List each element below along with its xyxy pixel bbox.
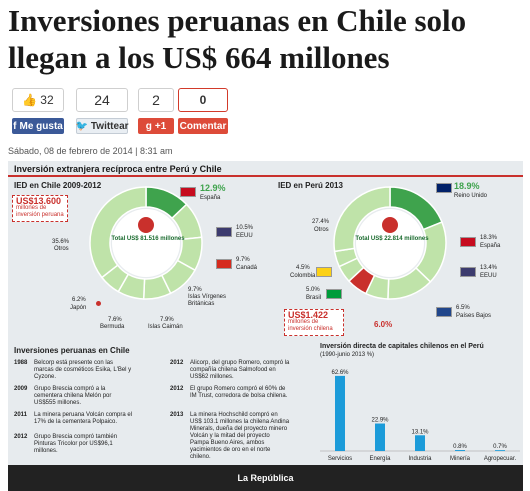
bar-category-label: Minería: [450, 456, 471, 462]
google-plus-button[interactable]: g +1: [138, 118, 174, 134]
comment-button[interactable]: Comentar: [178, 118, 228, 134]
source-footer: La República: [8, 465, 523, 491]
bar-value-label: 0.8%: [453, 444, 467, 450]
comment-counter: 0: [178, 88, 228, 112]
chile-slice-canada-value: 9.7%: [236, 257, 250, 263]
article-dateline: Sábado, 08 de febrero de 2014 | 8:31 am: [8, 146, 173, 156]
bar-chart-subtitle: (1990-junio 2013 %): [320, 352, 375, 358]
chile-donut-chart: [89, 186, 203, 300]
bar-value-label: 0.7%: [493, 444, 507, 450]
title-divider: [8, 175, 523, 177]
bar-category-label: Servicios: [328, 456, 352, 462]
bar-chart-title: Inversión directa de capitales chilenos …: [320, 343, 484, 350]
google-plus-icon: g: [145, 120, 152, 132]
infographic: Inversión extranjera recíproca entre Per…: [8, 161, 523, 491]
chile-slice-japan-value: 6.2%: [72, 297, 86, 303]
chile-slice-others-label: Otros: [54, 246, 69, 252]
chile-slice-japan-label: Japón: [70, 305, 87, 311]
peru-slice-others-label: Otros: [314, 227, 329, 233]
bar-value-label: 62.6%: [331, 370, 349, 376]
donut-center: [112, 209, 180, 277]
tweet-counter: 24: [76, 88, 128, 112]
bar-value-label: 22.9%: [371, 418, 389, 424]
peru-slice-spain-value: 18.3%: [480, 235, 498, 241]
chile-slice-usa-label: EEUU: [236, 233, 253, 239]
netherlands-flag-icon: [436, 307, 452, 317]
spain-flag-icon-2: [460, 237, 476, 247]
peru-slice-netherlands-value: 6.5%: [456, 305, 470, 311]
infographic-title: Inversión extranjera recíproca entre Per…: [14, 164, 222, 174]
donut-slice-otros: [89, 186, 147, 279]
chile-slice-bermuda-label: Bermuda: [100, 324, 125, 330]
bar-energa: [375, 423, 385, 451]
bar-category-label: Agropecuar.: [484, 456, 517, 462]
peru-slice-spain-label: España: [480, 243, 501, 249]
chile-slice-others-value: 35.6%: [52, 239, 70, 245]
table-title: Inversiones peruanas en Chile: [14, 346, 130, 355]
brazil-flag-icon: [326, 289, 342, 299]
chile-slice-bvi-value: 9.7%: [188, 287, 202, 293]
bar-industria: [415, 435, 425, 451]
like-counter: 👍 32: [12, 88, 64, 112]
article-headline: Inversiones peruanas en Chile solo llega…: [8, 3, 467, 75]
peru-slice-brazil-value: 5.0%: [306, 287, 320, 293]
canada-flag-icon: [216, 259, 232, 269]
twitter-tweet-button[interactable]: 🐦 Twittear: [75, 118, 129, 134]
uk-flag-icon: [436, 183, 452, 193]
chile-slice-spain-value: 12.9%: [200, 183, 226, 193]
facebook-like-button[interactable]: f Me gusta: [12, 118, 64, 134]
chile-slice-cayman-label: Islas Caimán: [148, 324, 183, 330]
gplus-counter: 2: [138, 88, 174, 112]
peru-slice-uk-value: 18.9%: [454, 181, 480, 191]
bar-category-label: Energía: [369, 456, 391, 462]
peru-investment-callout: US$13.600 millones de inversión peruana: [12, 195, 68, 222]
investments-table: Inversiones peruanas en Chile 1988 Belcor…: [14, 346, 290, 460]
chile-total-label: Total US$ 81.516 millones: [111, 236, 185, 242]
bar-agropecuar: [495, 450, 505, 451]
chile-section-title: IED en Chile 2009-2012: [14, 181, 102, 190]
chile-slice-canada-label: Canadá: [236, 265, 258, 271]
chile-investment-callout: US$1.422 millones de inversión chilena: [284, 309, 344, 336]
thumbs-up-icon: 👍: [22, 93, 38, 107]
peru-slice-others-value: 27.4%: [312, 219, 330, 225]
country-flag-icon: [380, 215, 400, 235]
gplus-share[interactable]: 2 g +1: [138, 88, 174, 134]
peru-slice-brazil-label: Brasil: [306, 295, 322, 301]
country-flag-icon: [136, 215, 156, 235]
usa-flag-icon-2: [460, 267, 476, 277]
peru-slice-netherlands-label: Países Bajos: [456, 313, 492, 319]
twitter-icon: 🐦: [75, 120, 88, 132]
peru-slice-uk-label: Reino Unido: [454, 193, 488, 199]
japan-flag-icon: [96, 301, 101, 306]
spain-flag-icon: [180, 187, 196, 197]
bar-minera: [455, 450, 465, 451]
donut-center: [356, 209, 424, 277]
comment-share[interactable]: 0 Comentar: [178, 88, 228, 134]
peru-section-title: IED en Perú 2013: [278, 181, 343, 190]
chile-slice-cayman-value: 7.9%: [160, 317, 174, 323]
facebook-share[interactable]: 👍 32 f Me gusta: [12, 88, 64, 134]
facebook-icon: f: [13, 120, 17, 132]
colombia-flag-icon: [316, 267, 332, 277]
peru-donut-chart: [333, 186, 447, 300]
chile-share-in-peru: 6.0%: [374, 320, 393, 329]
chile-slice-bvi-label: Islas Vírgenes Británicas: [188, 294, 227, 307]
twitter-share[interactable]: 24 🐦 Twittear: [75, 88, 129, 134]
bar-value-label: 13.1%: [411, 429, 429, 435]
chile-slice-bermuda-value: 7.6%: [108, 317, 122, 323]
peru-slice-usa-value: 13.4%: [480, 265, 498, 271]
peru-slice-colombia-label: Colombia: [290, 273, 316, 279]
peru-total-label: Total US$ 22.814 millones: [355, 236, 429, 242]
bar-category-label: Industria: [408, 456, 432, 462]
bar-servicios: [335, 375, 345, 451]
peru-slice-usa-label: EEUU: [480, 273, 497, 279]
chile-slice-spain-label: España: [200, 195, 221, 201]
peru-slice-colombia-value: 4.5%: [296, 265, 310, 271]
chile-investment-bar-chart: 62.6% Servicios 22.9% Energía 13.1% Industria…: [320, 370, 520, 462]
donut-slice-otros: [333, 186, 391, 253]
usa-flag-icon: [216, 227, 232, 237]
chile-slice-usa-value: 10.5%: [236, 225, 254, 231]
